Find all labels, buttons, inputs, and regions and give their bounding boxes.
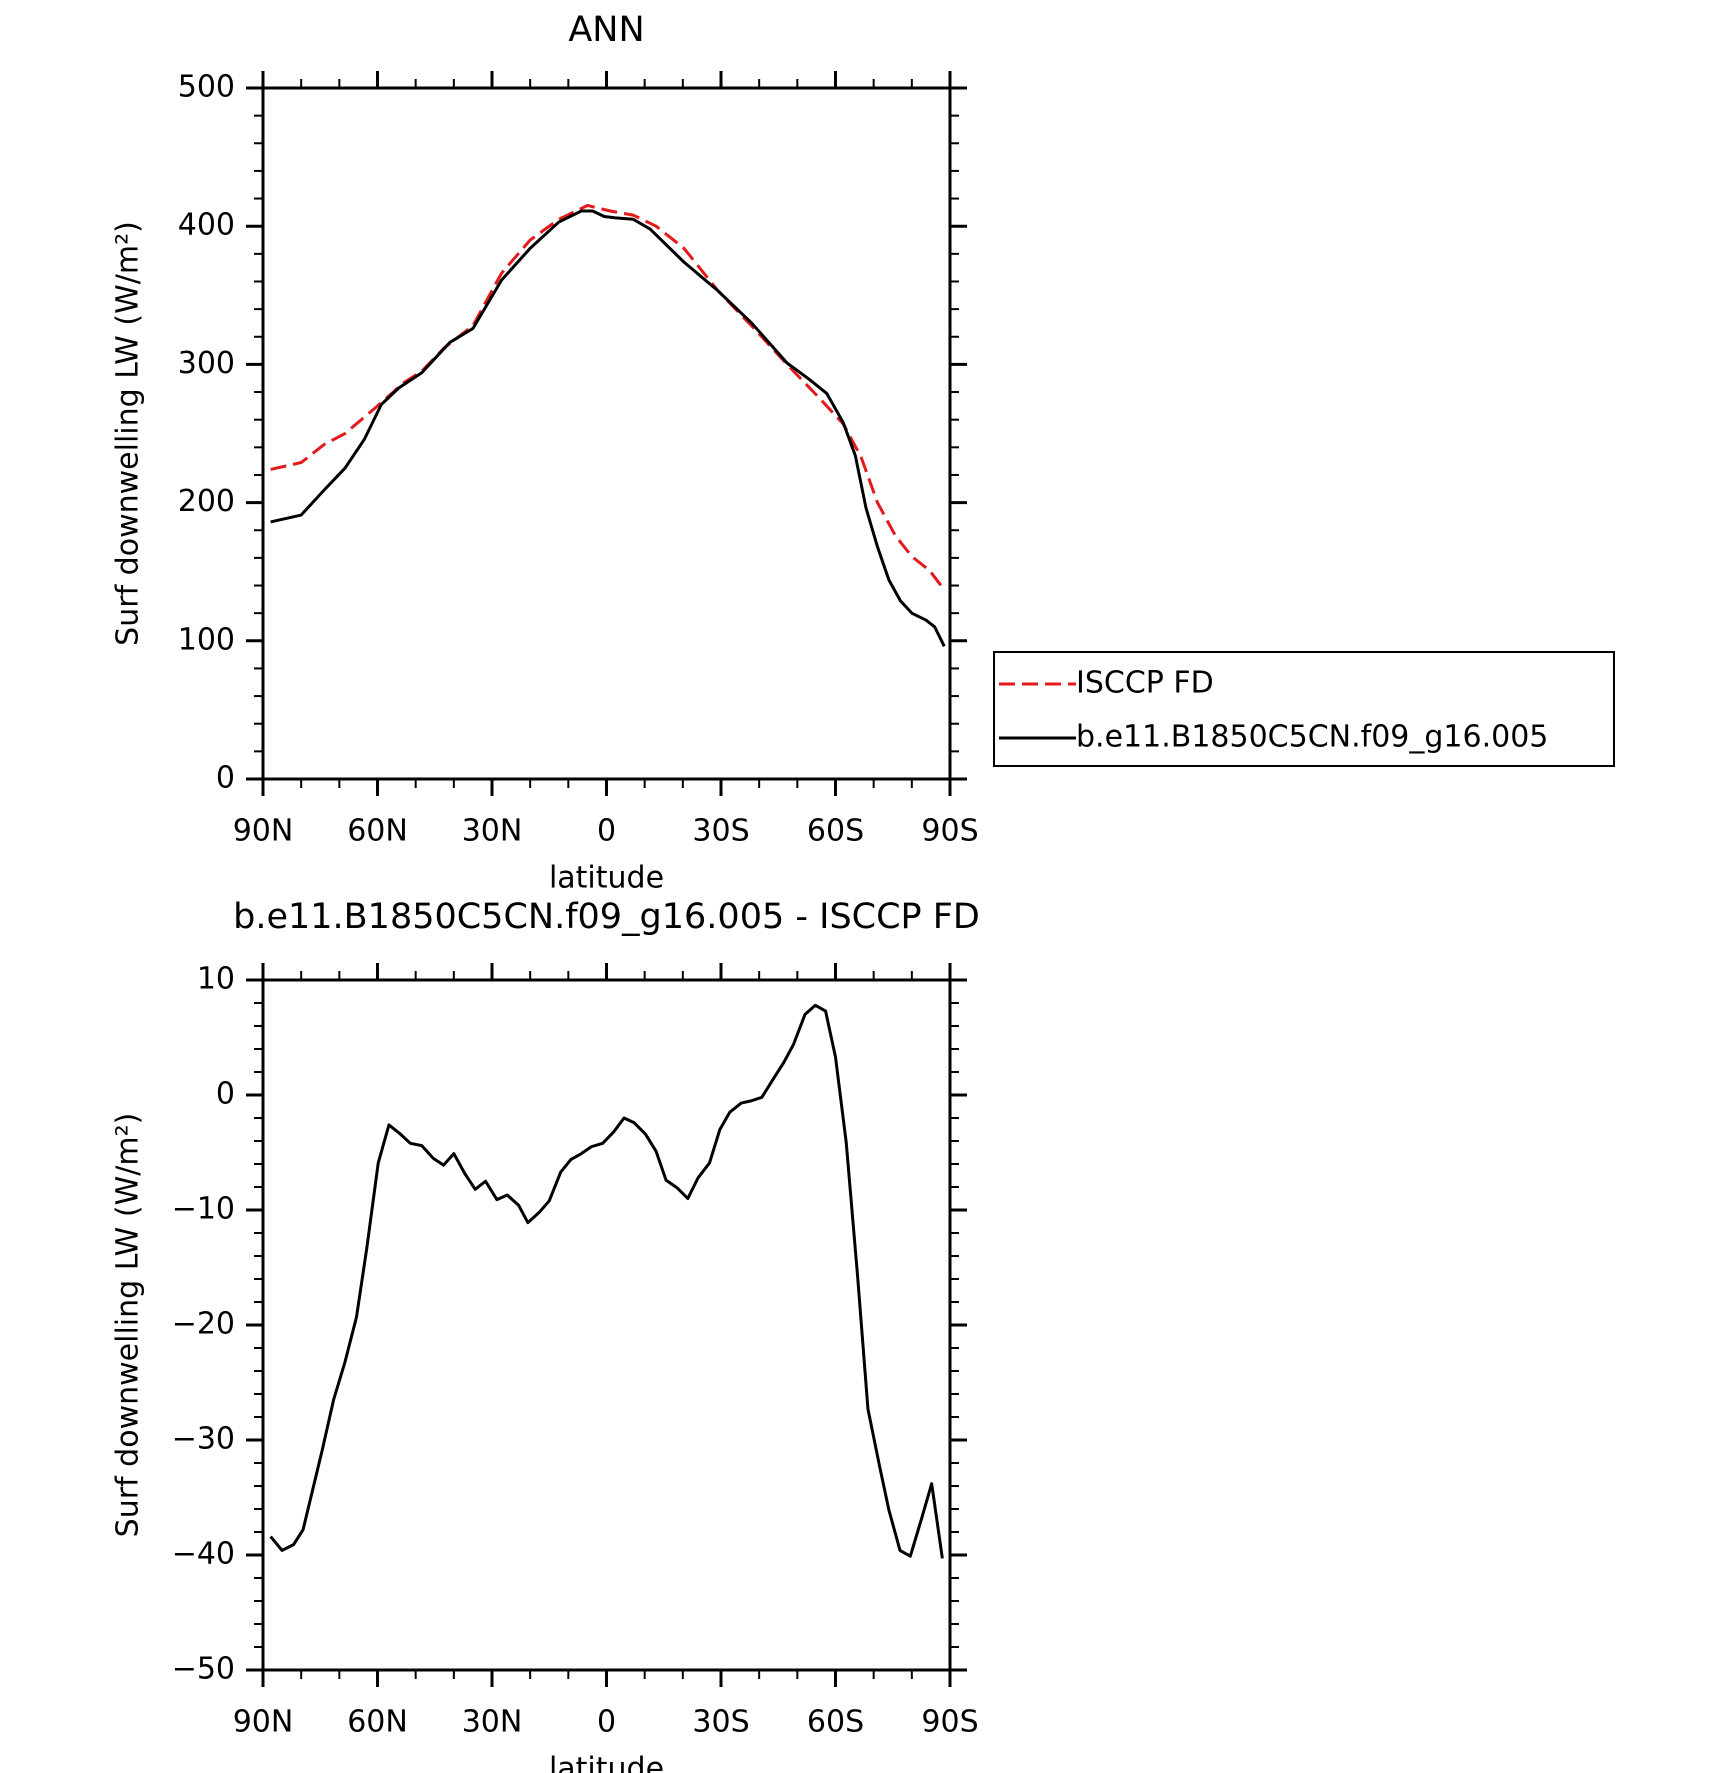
data-line [270, 203, 946, 591]
chart-title: b.e11.B1850C5CN.f09_g16.005 - ISCCP FD [233, 897, 980, 937]
x-tick-label: 90S [921, 1705, 978, 1740]
x-tick-label: 90N [233, 1705, 294, 1740]
y-axis-label: Surf downwelling LW (W/m²) [111, 221, 146, 646]
y-tick-label: 0 [216, 761, 235, 796]
x-axis-label: latitude [549, 1752, 664, 1773]
x-tick-label: 90N [233, 814, 294, 849]
y-tick-label: 200 [178, 484, 235, 519]
x-tick-label: 30N [462, 814, 523, 849]
y-tick-label: 0 [216, 1077, 235, 1112]
x-tick-label: 60N [347, 1705, 408, 1740]
legend-label: ISCCP FD [1076, 666, 1214, 701]
x-tick-label: 0 [597, 1705, 616, 1740]
chart-title: ANN [568, 10, 644, 50]
y-tick-label: −30 [172, 1422, 235, 1457]
y-tick-label: 400 [178, 208, 235, 243]
y-axis-label: Surf downwelling LW (W/m²) [111, 1113, 146, 1538]
x-tick-label: 30S [692, 1705, 749, 1740]
plot-frame [261, 86, 952, 781]
y-tick-label: 500 [178, 70, 235, 105]
x-tick-label: 60S [807, 814, 864, 849]
data-line [270, 209, 946, 647]
x-tick-label: 60N [347, 814, 408, 849]
y-tick-label: −20 [172, 1307, 235, 1342]
y-tick-label: −40 [172, 1537, 235, 1572]
y-tick-label: −10 [172, 1192, 235, 1227]
y-tick-label: 300 [178, 346, 235, 381]
x-tick-label: 30S [692, 814, 749, 849]
x-tick-label: 0 [597, 814, 616, 849]
x-tick-label: 30N [462, 1705, 523, 1740]
legend-label: b.e11.B1850C5CN.f09_g16.005 [1076, 720, 1548, 755]
y-tick-label: −50 [172, 1652, 235, 1687]
plot-frame [261, 978, 952, 1672]
y-tick-label: 10 [197, 962, 235, 997]
legend-box [993, 651, 1615, 767]
x-tick-label: 90S [921, 814, 978, 849]
data-line [269, 1003, 944, 1559]
x-tick-label: 60S [807, 1705, 864, 1740]
y-tick-label: 100 [178, 622, 235, 657]
x-axis-label: latitude [549, 861, 664, 896]
